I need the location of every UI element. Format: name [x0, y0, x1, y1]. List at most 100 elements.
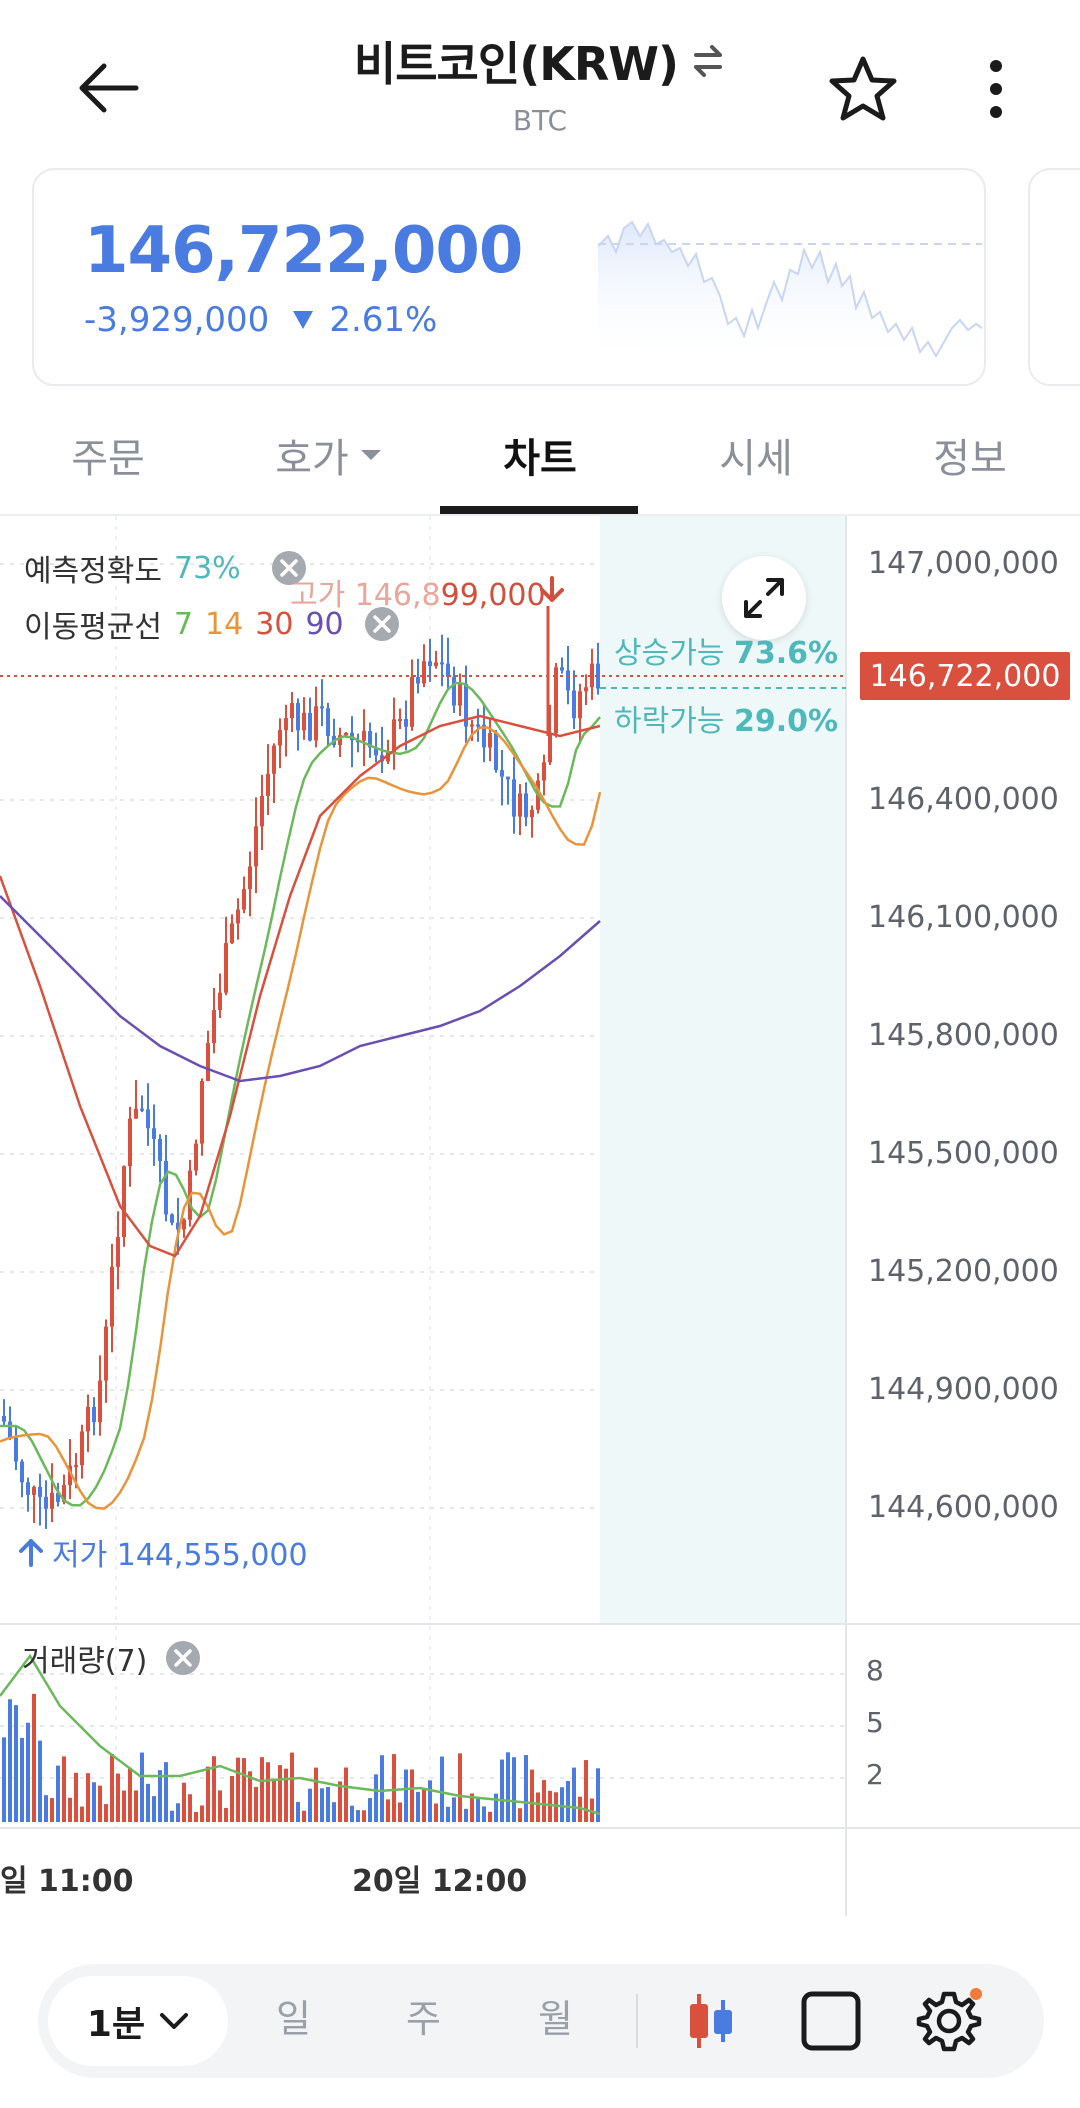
candle-body — [260, 795, 264, 827]
volume-bar — [92, 1782, 96, 1822]
volume-bar — [200, 1805, 204, 1822]
prediction-label: 예측정확도 — [24, 554, 162, 589]
close-volume-icon[interactable] — [165, 1640, 201, 1676]
up-arrow-icon — [19, 1539, 43, 1567]
volume-bar — [20, 1737, 24, 1822]
volume-bar — [74, 1772, 78, 1822]
volume-bar — [242, 1758, 246, 1822]
tab-orderbook[interactable]: 호가 — [254, 420, 404, 490]
volume-bar — [416, 1791, 420, 1822]
volume-bar — [140, 1752, 144, 1822]
candle-body — [146, 1109, 150, 1129]
interval-select[interactable]: 1분 — [48, 1976, 228, 2066]
more-button[interactable] — [956, 46, 1036, 132]
candle-body — [242, 889, 246, 910]
volume-bar — [374, 1774, 378, 1822]
volume-bar — [134, 1790, 138, 1822]
volume-bar — [266, 1762, 270, 1822]
next-price-card[interactable] — [1028, 168, 1080, 386]
tab-market-label: 시세 — [719, 436, 793, 482]
volume-bar — [290, 1752, 294, 1822]
close-prediction-icon[interactable] — [271, 550, 307, 586]
candle-type-button[interactable] — [674, 1984, 748, 2058]
volume-bar — [572, 1767, 576, 1822]
volume-bar — [458, 1753, 462, 1822]
volume-bar — [8, 1699, 12, 1822]
tab-market[interactable]: 시세 — [696, 420, 816, 490]
volume-bar — [362, 1810, 366, 1822]
candle-body — [38, 1487, 42, 1497]
tab-order[interactable]: 주문 — [48, 420, 168, 490]
candle-body — [104, 1326, 108, 1381]
candle-body — [542, 762, 546, 781]
candle-body — [200, 1080, 204, 1144]
candle-body — [428, 661, 432, 667]
toolbar-divider — [636, 1994, 638, 2048]
chart-settings-button[interactable] — [912, 1984, 986, 2058]
tab-chart[interactable]: 차트 — [470, 420, 610, 490]
coin-title[interactable]: 비트코인(KRW) — [353, 37, 679, 91]
ma-label: 이동평균선 — [24, 610, 162, 645]
volume-bar — [56, 1765, 60, 1822]
expand-chart-button[interactable] — [722, 556, 806, 640]
candle-body — [230, 923, 234, 944]
volume-label: 거래량(7) — [22, 1644, 148, 1679]
candle-body — [476, 724, 480, 727]
candlestick-chart[interactable] — [0, 516, 1080, 1916]
candle-body — [410, 677, 414, 727]
drawing-tool-button[interactable] — [794, 1984, 868, 2058]
candle-body — [404, 719, 408, 727]
volume-bar — [206, 1766, 210, 1822]
time-axis-label: 20일 12:00 — [352, 1864, 528, 1899]
volume-bar — [188, 1794, 192, 1822]
period-day[interactable]: 일 — [276, 1997, 311, 2041]
down-probability-value: 29.0% — [733, 704, 839, 739]
candle-body — [458, 684, 462, 706]
candle-body — [92, 1406, 96, 1423]
volume-axis-label: 8 — [866, 1654, 884, 1687]
volume-bar — [470, 1793, 474, 1822]
volume-bar — [440, 1756, 444, 1822]
volume-bar — [302, 1810, 306, 1822]
candle-body — [470, 724, 474, 727]
price-card[interactable]: 146,722,000 -3,929,000 2.61% — [32, 168, 986, 386]
gear-icon — [916, 1988, 982, 2052]
tab-info[interactable]: 정보 — [910, 420, 1030, 490]
up-probability: 상승가능 73.6% — [614, 628, 838, 672]
chart-area[interactable]: 예측정확도 73% 이동평균선 7 14 30 90 고가 146,899,00… — [0, 516, 1080, 1916]
volume-bar — [530, 1769, 534, 1822]
candle-body — [170, 1214, 174, 1223]
volume-bar — [320, 1788, 324, 1822]
volume-bar — [386, 1799, 390, 1822]
volume-bar — [230, 1775, 234, 1822]
star-icon — [829, 56, 897, 121]
volume-bar — [566, 1781, 570, 1822]
volume-bar — [260, 1757, 264, 1822]
close-ma-icon[interactable] — [364, 606, 400, 642]
candle-body — [2, 1416, 6, 1422]
down-probability-label: 하락가능 — [614, 704, 725, 739]
candle-body — [50, 1492, 54, 1509]
volume-bar — [158, 1770, 162, 1822]
price-axis-label: 146,100,000 — [868, 900, 1059, 935]
current-price-tag: 146,722,000 — [860, 652, 1070, 700]
volume-bar — [500, 1759, 504, 1822]
candle-body — [464, 684, 468, 727]
candle-body — [488, 733, 492, 748]
candle-body — [590, 663, 594, 688]
favorite-button[interactable] — [820, 46, 906, 132]
volume-bar — [98, 1785, 102, 1822]
volume-bar — [212, 1756, 216, 1822]
back-button[interactable] — [68, 48, 148, 128]
candle-body — [482, 724, 486, 748]
candle-body — [164, 1160, 168, 1215]
candle-body — [116, 1237, 120, 1267]
volume-bar — [350, 1805, 354, 1822]
swap-icon[interactable] — [690, 43, 726, 79]
volume-bar — [116, 1773, 120, 1822]
candle-body — [326, 708, 330, 736]
active-tab-indicator — [440, 506, 638, 514]
period-week[interactable]: 주 — [406, 1997, 441, 2041]
candle-body — [548, 733, 552, 763]
period-month[interactable]: 월 — [538, 1997, 573, 2041]
